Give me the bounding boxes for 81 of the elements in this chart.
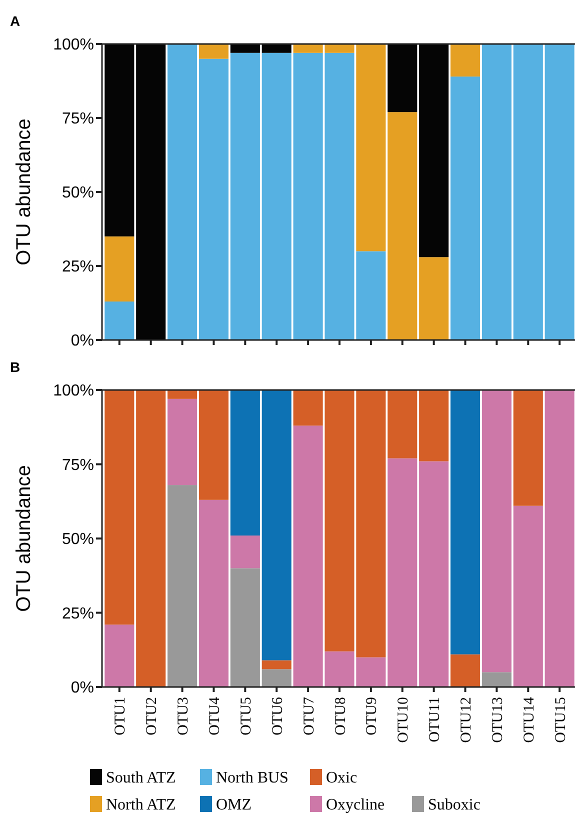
y-tick-label: 100% (53, 382, 94, 400)
legend-label: South ATZ (106, 770, 176, 787)
x-tick-label: OTU8 (332, 697, 349, 736)
bar (104, 390, 134, 625)
bar (544, 390, 574, 687)
bar (104, 624, 134, 687)
y-axis-title: OTU abundance (13, 118, 35, 266)
y-tick-label: 0% (70, 332, 94, 350)
bar (262, 390, 292, 660)
x-tick-label: OTU10 (396, 697, 412, 743)
x-tick-label: OTU9 (364, 697, 380, 736)
x-tick-label: OTU4 (206, 696, 223, 736)
bar (230, 52, 260, 340)
bar (104, 44, 134, 236)
chart-title: B (10, 359, 20, 375)
bar (419, 461, 449, 687)
x-tick-label: OTU11 (427, 697, 444, 742)
bar (262, 52, 292, 340)
y-tick-label: 25% (62, 258, 94, 276)
x-tick-label: OTU3 (176, 697, 192, 736)
bar (198, 390, 229, 500)
bar (513, 44, 543, 340)
legend-label: North BUS (216, 770, 288, 787)
legend-label: Oxic (326, 770, 358, 787)
bar (388, 390, 418, 458)
bar (198, 58, 229, 340)
bar (168, 44, 198, 340)
x-tick-label: OTU1 (112, 697, 129, 736)
bar (198, 500, 229, 687)
y-tick-label: 25% (62, 605, 94, 622)
bar (262, 44, 292, 53)
bar (230, 536, 260, 568)
legend-label: Suboxic (428, 796, 480, 814)
bar (198, 44, 229, 59)
y-tick-label: 0% (70, 680, 94, 697)
y-tick-label: 50% (62, 184, 94, 202)
bar (230, 390, 260, 536)
bar (168, 398, 198, 486)
bar (450, 44, 480, 77)
x-tick-label: OTU2 (144, 697, 160, 736)
bar (482, 672, 512, 687)
chart-title: A (10, 13, 20, 29)
x-tick-label: OTU15 (552, 697, 569, 743)
x-tick-label: OTU6 (270, 696, 286, 736)
bar (513, 390, 543, 506)
x-tick-label: OTU12 (458, 697, 475, 743)
bar (262, 669, 292, 687)
bar (419, 257, 449, 340)
bar (230, 568, 260, 687)
legend-label: Oxycline (326, 796, 385, 814)
bar (450, 654, 480, 687)
x-tick-label: OTU14 (521, 696, 538, 743)
bar (513, 506, 543, 687)
y-tick-label: 75% (62, 110, 94, 128)
y-tick-label: 50% (62, 531, 94, 548)
bar (262, 660, 292, 670)
bar (419, 44, 449, 258)
y-axis-title: OTU abundance (13, 465, 35, 612)
bar (388, 458, 418, 687)
bar (168, 390, 198, 399)
bar (419, 390, 449, 462)
legend-label: North ATZ (106, 796, 176, 814)
legend-label: OMZ (216, 796, 252, 814)
y-tick-label: 75% (62, 456, 94, 474)
bar (482, 44, 512, 340)
bar (388, 112, 418, 340)
bar (104, 236, 134, 302)
bar (104, 302, 134, 340)
x-tick-label: OTU5 (238, 697, 254, 736)
bar (544, 44, 574, 340)
x-tick-label: OTU7 (301, 696, 318, 736)
bar (450, 390, 480, 654)
x-tick-label: OTU13 (490, 697, 506, 743)
bar (482, 390, 512, 672)
bar (136, 44, 166, 340)
bar (388, 44, 418, 112)
bar (450, 76, 480, 340)
bar (168, 485, 198, 687)
bar (230, 44, 260, 53)
bar (136, 390, 166, 687)
y-tick-label: 100% (53, 36, 94, 54)
